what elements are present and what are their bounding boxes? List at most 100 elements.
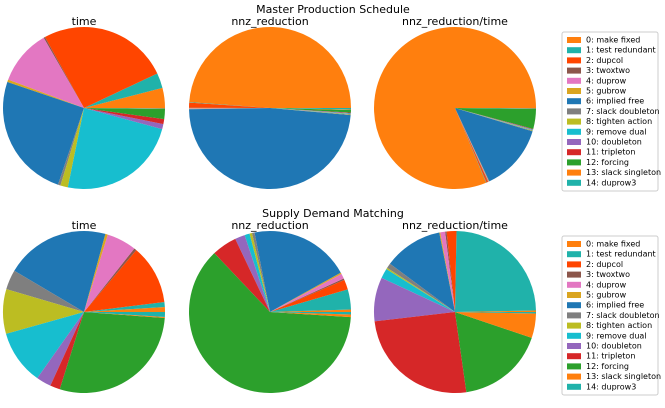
pie-wedge: [189, 108, 270, 110]
pie-wedge: [84, 108, 165, 125]
legend-label: 0: make fixed: [586, 36, 640, 45]
pie-wedge: [84, 108, 164, 130]
legend-swatch: [567, 332, 581, 339]
pie-wedge: [270, 278, 345, 312]
pie-wedge: [270, 108, 351, 110]
pie-title: time: [72, 15, 97, 28]
legend-swatch: [567, 128, 581, 135]
pie-wedge: [270, 312, 351, 318]
pie-wedge: [455, 108, 489, 182]
legend-label: 10: doubleton: [586, 342, 642, 351]
pie-wedge: [455, 108, 536, 110]
pie-wedge: [244, 233, 270, 312]
legend-label: 6: implied free: [586, 301, 644, 310]
pie-wedge: [67, 108, 163, 189]
pie-wedge: [455, 312, 536, 314]
pie-wedge: [455, 108, 490, 182]
pie-wedge: [455, 231, 536, 312]
pie-wedge: [7, 79, 85, 108]
pie-wedge: [270, 289, 351, 312]
pie-wedge: [249, 233, 270, 312]
pie-wedge: [270, 309, 351, 312]
pie-wedge: [455, 108, 533, 182]
pie-wedge: [84, 248, 137, 312]
pie-wedge: [44, 27, 158, 109]
legend-swatch: [567, 343, 581, 349]
legend-label: 14: duprow3: [586, 178, 636, 187]
pie-wedge: [3, 82, 85, 185]
legend-label: 7: slack doubleton: [586, 311, 660, 320]
pie-title: nnz_reduction/time: [402, 219, 508, 232]
pie-wedge: [6, 270, 85, 312]
pie-wedge: [270, 108, 351, 114]
legend-label: 0: make fixed: [586, 240, 640, 249]
legend-label: 8: tighten action: [586, 321, 652, 330]
pie-wedge: [84, 250, 165, 312]
legend-label: 3: twoxtwo: [586, 66, 630, 75]
pie-wedge: [374, 312, 467, 393]
pie-wedge: [84, 108, 165, 110]
pie-wedge: [439, 232, 455, 312]
pie-wedge: [389, 232, 455, 312]
legend-label: 5: gubrow: [586, 87, 627, 96]
pie-wedge: [84, 306, 165, 312]
legend-label: 2: dupcol: [586, 260, 623, 269]
pie-wedge: [455, 108, 533, 131]
pie-wedge: [254, 230, 341, 312]
pie-wedge: [189, 26, 351, 109]
legend-swatch: [567, 322, 581, 329]
pie-wedge: [251, 232, 270, 312]
legend-swatch: [567, 88, 581, 94]
legend-swatch: [567, 98, 581, 105]
pie-wedge: [374, 277, 455, 322]
pie-wedge: [84, 73, 163, 108]
legend-swatch: [567, 67, 581, 74]
pie-wedge: [445, 231, 455, 312]
legend-label: 3: twoxtwo: [586, 270, 630, 279]
pie-wedge: [455, 108, 487, 183]
section-title: Supply Demand Matching: [262, 207, 404, 220]
legend-label: 11: tripleton: [586, 148, 635, 157]
pie-wedge: [189, 108, 351, 190]
pie-wedge: [50, 312, 84, 390]
pie-wedge: [270, 108, 351, 114]
legend-label: 13: slack singleton: [586, 168, 661, 177]
legend-swatch: [567, 77, 581, 84]
pie-wedge: [387, 263, 455, 312]
pie-title: nnz_reduction/time: [402, 15, 508, 28]
pie-wedge: [189, 102, 270, 108]
pie-wedge: [189, 108, 270, 109]
pie-wedge: [84, 233, 108, 312]
pie-wedge: [455, 108, 534, 130]
pie-wedge: [270, 108, 351, 115]
pie-wedge: [270, 279, 348, 312]
legend-swatch: [567, 383, 581, 390]
pie-wedge: [84, 312, 165, 318]
pie-wedge: [84, 108, 165, 109]
legend-swatch: [567, 292, 581, 298]
pie-wedge: [270, 108, 351, 115]
legend-swatch: [567, 108, 581, 115]
legend-label: 10: doubleton: [586, 138, 642, 147]
legend-swatch: [567, 363, 581, 370]
section-title: Master Production Schedule: [256, 3, 410, 16]
pie-wedge: [60, 108, 84, 188]
pie-wedge: [8, 37, 85, 108]
legend-label: 12: forcing: [586, 158, 629, 167]
legend-swatch: [567, 169, 581, 176]
legend-swatch: [567, 118, 581, 125]
legend-label: 13: slack singleton: [586, 372, 661, 381]
pie-wedge: [270, 273, 344, 312]
pie-wedge: [235, 235, 270, 312]
pie-wedge: [6, 312, 84, 379]
legend-label: 7: slack doubleton: [586, 107, 660, 116]
pie-wedge: [189, 102, 270, 108]
legend-swatch: [567, 312, 581, 319]
pie-wedge: [84, 312, 165, 319]
legend-label: 12: forcing: [586, 362, 629, 371]
legend-swatch: [567, 139, 581, 145]
pie-wedge: [59, 312, 165, 393]
pie-wedge: [386, 267, 455, 312]
